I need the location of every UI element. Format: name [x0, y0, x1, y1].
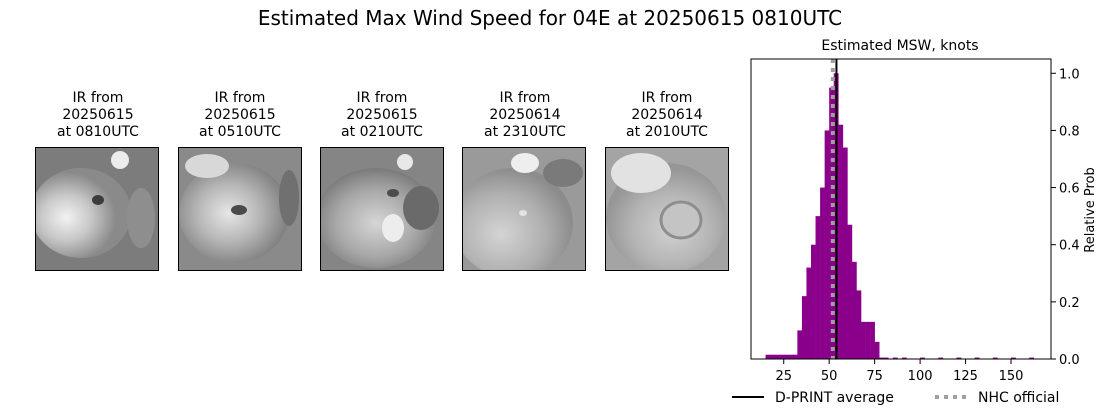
- ir-panel-title-2: IR from 20250615 at 0510UTC: [165, 90, 315, 141]
- ir-title-time: at 2310UTC: [484, 124, 566, 140]
- ir-title-line: IR from: [214, 90, 266, 106]
- plot-frame: [750, 58, 1052, 360]
- ir-title-line: IR from: [72, 90, 124, 106]
- histogram-bar: [797, 330, 803, 359]
- legend: D-PRINT average NHC official: [732, 390, 1059, 406]
- ir-satellite-image-3: [320, 147, 444, 271]
- histogram-bar: [901, 357, 907, 359]
- ir-satellite-image-1: [35, 147, 159, 271]
- y-tick-label: 0.8: [1059, 124, 1080, 139]
- ir-title-line: IR from: [499, 90, 551, 106]
- histogram-bar: [806, 267, 812, 359]
- plot-area: [751, 59, 1051, 359]
- ir-panel-title-5: IR from 20250614 at 2010UTC: [592, 90, 742, 141]
- histogram-bar: [974, 357, 980, 359]
- histogram-bar: [861, 321, 866, 359]
- figure-title: Estimated Max Wind Speed for 04E at 2025…: [257, 6, 843, 30]
- x-tick-label: 75: [866, 369, 883, 384]
- histogram-bar: [770, 354, 775, 359]
- histogram-bar: [820, 187, 825, 359]
- histogram-bar: [992, 357, 998, 359]
- histogram-bar: [765, 354, 771, 359]
- histogram-bar: [1011, 357, 1016, 359]
- histogram-bar: [811, 244, 816, 359]
- legend-label-nhc: NHC official: [978, 390, 1059, 406]
- histogram-bar: [774, 354, 780, 359]
- ir-title-line: IR from: [641, 90, 693, 106]
- ir-title-date: 20250614: [489, 107, 561, 123]
- histogram-bar: [856, 290, 862, 359]
- ir-satellite-image-5: [605, 147, 729, 271]
- x-tick-label: 100: [908, 369, 933, 384]
- histogram-bar: [815, 216, 821, 359]
- histogram-bar: [865, 321, 871, 359]
- ir-title-date: 20250614: [631, 107, 703, 123]
- ir-title-time: at 0210UTC: [341, 124, 423, 140]
- ir-title-date: 20250615: [62, 107, 134, 123]
- ir-title-time: at 2010UTC: [626, 124, 708, 140]
- histogram-bar: [847, 224, 853, 359]
- ir-title-time: at 0810UTC: [57, 124, 139, 140]
- y-tick-label: 0.4: [1059, 239, 1080, 254]
- histogram-bar: [783, 354, 789, 359]
- ir-title-line: IR from: [356, 90, 408, 106]
- histogram-bar: [892, 357, 898, 359]
- histogram-bar: [792, 354, 798, 359]
- histogram-bar: [801, 296, 807, 359]
- histogram-bar: [779, 354, 785, 359]
- histogram-bar: [851, 261, 857, 359]
- histogram-bar: [824, 130, 830, 359]
- y-tick-label: 1.0: [1059, 67, 1080, 82]
- x-tick-label: 25: [775, 369, 792, 384]
- ir-title-date: 20250615: [204, 107, 276, 123]
- histogram-bar: [874, 341, 880, 359]
- ir-panel-title-4: IR from 20250614 at 2310UTC: [450, 90, 600, 141]
- ir-panel-title-3: IR from 20250615 at 0210UTC: [307, 90, 457, 141]
- reference-lines: [830, 59, 838, 359]
- ir-title-date: 20250615: [346, 107, 418, 123]
- y-tick-label: 0.2: [1059, 296, 1080, 311]
- x-tick-label: 150: [999, 369, 1024, 384]
- x-tick-label: 50: [821, 369, 838, 384]
- histogram-bar: [956, 357, 962, 359]
- y-tick-label: 0.0: [1059, 353, 1080, 368]
- histogram-bar: [920, 357, 925, 359]
- ir-satellite-image-2: [178, 147, 302, 271]
- legend-label-dprint: D-PRINT average: [775, 390, 894, 406]
- ir-panel-title-1: IR from 20250615 at 0810UTC: [23, 90, 173, 141]
- x-axis: 25 50 75 100 125 150: [775, 359, 1023, 384]
- chart-title: Estimated MSW, knots: [821, 38, 978, 54]
- histogram-bar: [842, 147, 848, 359]
- y-tick-label: 0.6: [1059, 182, 1080, 197]
- histogram-bar: [883, 357, 889, 359]
- ir-title-time: at 0510UTC: [199, 124, 281, 140]
- histogram-bar: [870, 321, 875, 359]
- histogram-bar: [879, 357, 885, 359]
- histogram-bar: [1029, 357, 1035, 359]
- ir-satellite-image-4: [462, 147, 586, 271]
- y-axis-right: 0.0 0.2 0.4 0.6 0.8 1.0: [1051, 67, 1080, 368]
- histogram-bar: [838, 124, 844, 359]
- x-tick-label: 125: [953, 369, 978, 384]
- histogram-bar: [788, 354, 794, 359]
- y-axis-label: Relative Prob: [1083, 167, 1098, 252]
- histogram-bar: [938, 357, 944, 359]
